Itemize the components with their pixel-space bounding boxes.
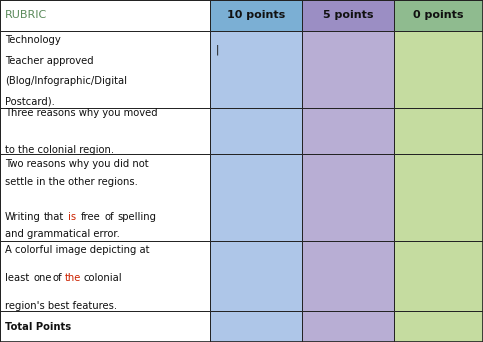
Text: and grammatical error.: and grammatical error.: [5, 229, 120, 239]
Text: Total Points: Total Points: [5, 322, 71, 332]
Text: one: one: [34, 273, 52, 282]
Bar: [302, 0, 394, 31]
Bar: [302, 311, 394, 342]
Bar: [302, 241, 394, 311]
Text: of: of: [52, 273, 62, 282]
Bar: [0, 0, 210, 31]
Text: |: |: [216, 45, 219, 55]
Text: (Blog/Infographic/Digital: (Blog/Infographic/Digital: [5, 76, 127, 86]
Bar: [394, 154, 483, 241]
Text: A colorful image depicting at: A colorful image depicting at: [5, 245, 149, 254]
Bar: [394, 108, 483, 154]
Bar: [0, 154, 210, 241]
Bar: [302, 31, 394, 108]
Text: Postcard).: Postcard).: [5, 96, 55, 107]
Text: least: least: [5, 273, 29, 282]
Bar: [210, 108, 302, 154]
Text: free: free: [81, 212, 100, 222]
Bar: [394, 241, 483, 311]
Text: Two reasons why you did not: Two reasons why you did not: [5, 159, 148, 169]
Text: of: of: [104, 212, 114, 222]
Text: RUBRIC: RUBRIC: [5, 10, 47, 21]
Bar: [210, 0, 302, 31]
Bar: [210, 241, 302, 311]
Text: 5 points: 5 points: [323, 10, 373, 21]
Text: settle in the other regions.: settle in the other regions.: [5, 177, 138, 187]
Bar: [210, 31, 302, 108]
Text: Teacher approved: Teacher approved: [5, 55, 93, 66]
Bar: [394, 31, 483, 108]
Text: 0 points: 0 points: [413, 10, 464, 21]
Text: region's best features.: region's best features.: [5, 301, 117, 311]
Bar: [0, 108, 210, 154]
Bar: [210, 154, 302, 241]
Bar: [394, 0, 483, 31]
Text: that: that: [44, 212, 64, 222]
Text: to the colonial region.: to the colonial region.: [5, 145, 114, 155]
Bar: [0, 311, 210, 342]
Text: Three reasons why you moved: Three reasons why you moved: [5, 108, 157, 118]
Text: spelling: spelling: [118, 212, 156, 222]
Text: Technology: Technology: [5, 35, 60, 45]
Bar: [0, 31, 210, 108]
Bar: [302, 108, 394, 154]
Bar: [394, 311, 483, 342]
Bar: [302, 154, 394, 241]
Text: the: the: [65, 273, 82, 282]
Text: colonial: colonial: [84, 273, 122, 282]
Text: 10 points: 10 points: [227, 10, 285, 21]
Text: Writing: Writing: [5, 212, 41, 222]
Bar: [210, 311, 302, 342]
Text: is: is: [68, 212, 76, 222]
Bar: [0, 241, 210, 311]
